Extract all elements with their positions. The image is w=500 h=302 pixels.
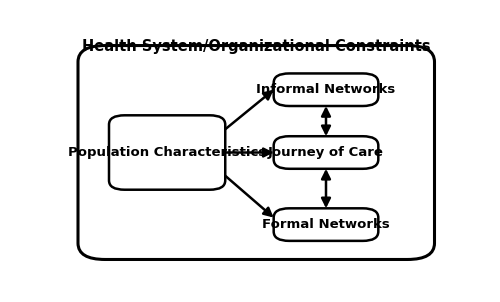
FancyBboxPatch shape — [109, 115, 226, 190]
FancyBboxPatch shape — [274, 73, 378, 106]
Text: Health System/Organizational Constraints: Health System/Organizational Constraints — [82, 39, 430, 54]
Text: Formal Networks: Formal Networks — [262, 218, 390, 231]
FancyBboxPatch shape — [274, 208, 378, 241]
FancyBboxPatch shape — [78, 46, 434, 259]
Text: Journey of Care: Journey of Care — [268, 146, 384, 159]
Text: Population Characteristics: Population Characteristics — [68, 146, 266, 159]
Text: Informal Networks: Informal Networks — [256, 83, 396, 96]
FancyBboxPatch shape — [274, 136, 378, 169]
